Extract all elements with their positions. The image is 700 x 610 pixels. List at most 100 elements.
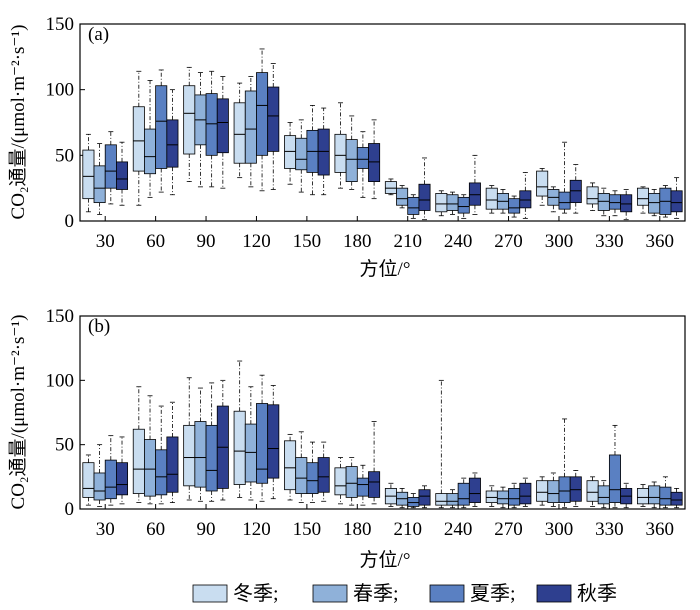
box-90-0 xyxy=(183,66,196,183)
box-360-0 xyxy=(636,484,649,507)
legend-item-3: 秋季 xyxy=(536,582,617,605)
box-300-1 xyxy=(547,186,560,213)
box-body xyxy=(519,190,532,209)
box-body xyxy=(496,490,509,505)
legend-label: 秋季 xyxy=(577,582,617,605)
box-body xyxy=(256,403,269,484)
box-body xyxy=(586,186,599,205)
box-body xyxy=(244,90,257,164)
panel-label-a: (a) xyxy=(88,24,109,45)
box-270-3 xyxy=(519,172,532,219)
box-body xyxy=(155,85,168,169)
box-150-1 xyxy=(295,431,308,503)
box-body xyxy=(446,194,459,211)
x-tick-label: 330 xyxy=(595,519,624,540)
box-210-3 xyxy=(418,157,431,221)
legend-label: 春季; xyxy=(353,582,399,605)
box-body xyxy=(468,477,481,503)
box-body xyxy=(183,85,196,155)
box-body xyxy=(267,404,280,479)
box-body xyxy=(384,181,397,194)
x-tick-label: 210 xyxy=(393,519,422,540)
box-body xyxy=(256,72,269,156)
box-330-3 xyxy=(620,482,633,509)
box-body xyxy=(132,106,145,172)
box-body xyxy=(620,194,633,213)
box-body xyxy=(317,457,330,493)
box-body xyxy=(648,485,661,505)
box-60-1 xyxy=(144,80,157,198)
x-tick-label: 180 xyxy=(343,519,372,540)
box-150-3 xyxy=(317,107,330,196)
box-body xyxy=(636,488,649,505)
box-body xyxy=(194,421,207,488)
box-60-0 xyxy=(132,386,145,503)
box-body xyxy=(508,488,521,506)
box-180-1 xyxy=(345,115,358,190)
box-210-1 xyxy=(396,185,409,209)
x-tick-label: 270 xyxy=(494,231,523,252)
box-270-1 xyxy=(496,486,509,509)
box-210-0 xyxy=(384,482,397,507)
box-body xyxy=(345,139,358,182)
box-330-3 xyxy=(620,189,633,221)
x-axis-label-b: 方位/° xyxy=(360,549,411,571)
box-120-2 xyxy=(256,48,269,192)
y-tick-label: 150 xyxy=(46,14,75,35)
box-60-1 xyxy=(144,395,157,505)
box-60-0 xyxy=(132,70,145,206)
x-tick-label: 300 xyxy=(545,519,574,540)
box-300-3 xyxy=(569,469,582,507)
box-body xyxy=(267,86,280,152)
box-360-1 xyxy=(648,481,661,509)
box-180-1 xyxy=(345,457,358,506)
box-body xyxy=(334,133,347,173)
box-body xyxy=(295,137,308,171)
y-tick-label: 0 xyxy=(65,499,75,520)
box-210-3 xyxy=(418,485,431,509)
box-body xyxy=(636,187,649,206)
box-body xyxy=(144,439,157,497)
box-300-3 xyxy=(569,164,582,214)
box-body xyxy=(457,482,470,506)
box-30-0 xyxy=(82,454,95,506)
box-360-3 xyxy=(670,177,683,219)
boxes-b xyxy=(82,360,683,509)
box-body xyxy=(216,98,229,154)
box-body xyxy=(670,190,683,213)
box-body xyxy=(356,477,369,497)
box-body xyxy=(648,193,661,214)
legend-swatch xyxy=(429,584,465,603)
box-body xyxy=(244,423,257,483)
box-30-3 xyxy=(116,141,129,206)
box-90-1 xyxy=(194,387,207,502)
box-300-0 xyxy=(536,168,549,206)
box-150-2 xyxy=(306,441,319,503)
box-body xyxy=(407,196,420,215)
box-body xyxy=(233,410,246,485)
plot-frame-a xyxy=(79,23,686,222)
box-360-1 xyxy=(648,189,661,217)
legend-label: 冬季; xyxy=(233,582,279,605)
box-body xyxy=(356,147,369,169)
box-body xyxy=(435,193,448,213)
box-body xyxy=(608,194,621,210)
x-tick-label: 240 xyxy=(444,519,473,540)
box-270-3 xyxy=(519,477,532,507)
box-body xyxy=(468,182,481,206)
box-90-3 xyxy=(216,76,229,189)
box-30-2 xyxy=(104,131,117,205)
box-120-3 xyxy=(267,63,280,190)
y-tick-label: 0 xyxy=(65,211,75,232)
x-ticks-a: 30 60 90 120 150 180 210 240 270 300 330 360 xyxy=(96,216,674,252)
legend: 冬季; 春季; 夏季; 秋季 xyxy=(192,582,617,605)
box-body xyxy=(536,170,549,197)
box-body xyxy=(597,485,610,505)
box-90-3 xyxy=(216,379,229,501)
box-90-0 xyxy=(183,377,196,501)
y-tick-label: 50 xyxy=(55,435,74,456)
box-330-2 xyxy=(608,424,621,509)
box-210-2 xyxy=(407,493,420,509)
